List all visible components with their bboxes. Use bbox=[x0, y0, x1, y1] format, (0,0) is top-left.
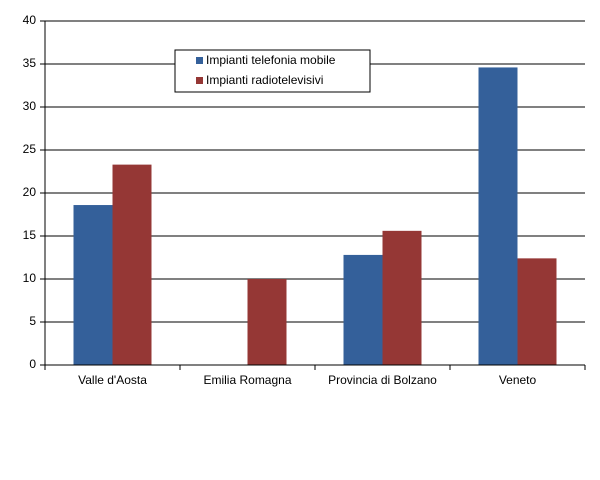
y-tick-label: 25 bbox=[23, 142, 37, 156]
x-tick-label: Veneto bbox=[499, 373, 537, 387]
y-tick-label: 30 bbox=[23, 99, 37, 113]
bar bbox=[478, 67, 518, 365]
y-tick-label: 20 bbox=[23, 185, 37, 199]
y-tick-label: 10 bbox=[23, 271, 37, 285]
legend-label: Impianti radiotelevisivi bbox=[206, 73, 323, 87]
y-tick-label: 15 bbox=[23, 228, 37, 242]
bar bbox=[112, 164, 152, 365]
legend-label: Impianti telefonia mobile bbox=[206, 53, 336, 67]
y-tick-label: 35 bbox=[23, 56, 37, 70]
x-tick-label: Valle d'Aosta bbox=[78, 373, 147, 387]
x-tick-label: Provincia di Bolzano bbox=[328, 373, 437, 387]
bar bbox=[247, 279, 287, 365]
legend-box bbox=[174, 49, 371, 93]
bar bbox=[517, 258, 557, 365]
legend-swatch bbox=[196, 77, 203, 84]
x-tick-label: Emilia Romagna bbox=[203, 373, 291, 387]
y-tick-label: 40 bbox=[23, 13, 37, 27]
legend-swatch bbox=[196, 57, 203, 64]
bar bbox=[73, 205, 113, 365]
bar bbox=[382, 230, 422, 365]
bar bbox=[343, 254, 383, 365]
y-tick-label: 0 bbox=[29, 357, 36, 371]
legend: Impianti telefonia mobile Impianti radiot… bbox=[174, 49, 371, 93]
y-tick-label: 5 bbox=[29, 314, 36, 328]
